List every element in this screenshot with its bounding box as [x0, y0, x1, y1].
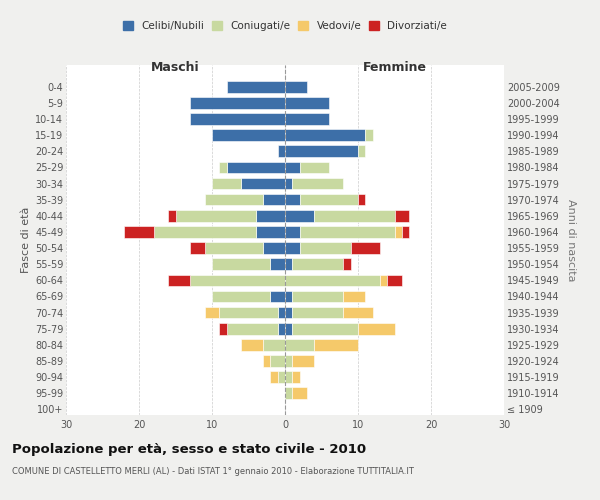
Y-axis label: Anni di nascita: Anni di nascita: [566, 198, 577, 281]
Bar: [365, 130, 373, 141]
Bar: [285, 274, 380, 286]
Bar: [190, 274, 285, 286]
Bar: [271, 355, 285, 367]
Bar: [263, 339, 285, 350]
Bar: [314, 210, 395, 222]
Bar: [358, 146, 365, 157]
Bar: [299, 194, 358, 205]
Bar: [299, 242, 351, 254]
Bar: [271, 290, 285, 302]
Bar: [350, 242, 380, 254]
Bar: [176, 210, 256, 222]
Text: COMUNE DI CASTELLETTO MERLI (AL) - Dati ISTAT 1° gennaio 2010 - Elaborazione TUT: COMUNE DI CASTELLETTO MERLI (AL) - Dati …: [12, 468, 414, 476]
Y-axis label: Fasce di età: Fasce di età: [20, 207, 31, 273]
Bar: [220, 162, 227, 173]
Bar: [285, 226, 299, 237]
Bar: [343, 258, 350, 270]
Bar: [395, 226, 402, 237]
Bar: [278, 323, 285, 334]
Bar: [278, 372, 285, 383]
Bar: [263, 242, 285, 254]
Bar: [168, 210, 176, 222]
Bar: [278, 307, 285, 318]
Bar: [220, 323, 227, 334]
Bar: [292, 388, 307, 399]
Bar: [358, 323, 395, 334]
Bar: [299, 226, 395, 237]
Bar: [271, 258, 285, 270]
Bar: [220, 307, 278, 318]
Bar: [285, 290, 292, 302]
Bar: [190, 242, 205, 254]
Bar: [285, 258, 292, 270]
Legend: Celibi/Nubili, Coniugati/e, Vedovi/e, Divorziati/e: Celibi/Nubili, Coniugati/e, Vedovi/e, Di…: [123, 21, 447, 31]
Bar: [227, 323, 278, 334]
Bar: [285, 323, 292, 334]
Bar: [212, 130, 285, 141]
Bar: [285, 162, 299, 173]
Bar: [212, 258, 271, 270]
Bar: [241, 178, 285, 190]
Bar: [285, 339, 314, 350]
Bar: [227, 81, 285, 92]
Bar: [256, 210, 285, 222]
Bar: [205, 307, 220, 318]
Bar: [292, 355, 314, 367]
Bar: [190, 97, 285, 108]
Bar: [285, 194, 299, 205]
Bar: [285, 178, 292, 190]
Bar: [402, 226, 409, 237]
Bar: [285, 210, 314, 222]
Bar: [285, 146, 358, 157]
Bar: [285, 130, 365, 141]
Bar: [343, 290, 365, 302]
Bar: [299, 162, 329, 173]
Bar: [278, 146, 285, 157]
Bar: [387, 274, 402, 286]
Text: Femmine: Femmine: [362, 61, 427, 74]
Bar: [395, 210, 409, 222]
Bar: [292, 323, 358, 334]
Bar: [154, 226, 256, 237]
Bar: [212, 178, 241, 190]
Bar: [263, 355, 271, 367]
Bar: [358, 194, 365, 205]
Text: Maschi: Maschi: [151, 61, 200, 74]
Bar: [285, 372, 292, 383]
Bar: [124, 226, 154, 237]
Bar: [292, 258, 343, 270]
Bar: [285, 388, 292, 399]
Bar: [205, 242, 263, 254]
Bar: [285, 355, 292, 367]
Bar: [292, 372, 299, 383]
Bar: [285, 97, 329, 108]
Bar: [285, 81, 307, 92]
Bar: [380, 274, 387, 286]
Bar: [314, 339, 358, 350]
Bar: [292, 178, 343, 190]
Bar: [285, 307, 292, 318]
Bar: [343, 307, 373, 318]
Bar: [168, 274, 190, 286]
Bar: [241, 339, 263, 350]
Bar: [227, 162, 285, 173]
Bar: [212, 290, 271, 302]
Bar: [285, 242, 299, 254]
Bar: [205, 194, 263, 205]
Bar: [263, 194, 285, 205]
Bar: [190, 113, 285, 125]
Text: Popolazione per età, sesso e stato civile - 2010: Popolazione per età, sesso e stato civil…: [12, 442, 366, 456]
Bar: [292, 290, 343, 302]
Bar: [271, 372, 278, 383]
Bar: [256, 226, 285, 237]
Bar: [292, 307, 343, 318]
Bar: [285, 113, 329, 125]
